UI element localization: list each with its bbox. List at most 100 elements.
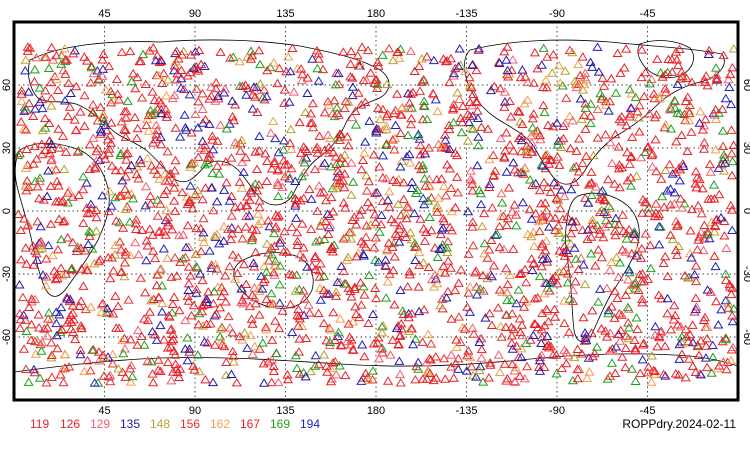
observation-triangle — [323, 289, 335, 298]
observation-triangle — [291, 213, 302, 222]
observation-triangle — [647, 149, 658, 158]
observation-triangle — [536, 332, 547, 341]
observation-triangle — [140, 181, 151, 191]
observation-triangle — [702, 322, 713, 331]
observation-triangle — [396, 318, 407, 328]
observation-triangle — [387, 135, 398, 144]
observation-triangle — [501, 55, 512, 64]
observation-triangle — [686, 204, 698, 214]
observation-triangle — [614, 336, 626, 345]
observation-triangle — [700, 114, 711, 124]
observation-triangle — [42, 331, 53, 340]
observation-triangle — [315, 188, 326, 197]
observation-triangle — [297, 219, 308, 228]
observation-triangle — [284, 138, 296, 147]
observation-triangle — [463, 249, 474, 258]
observation-triangle — [690, 293, 701, 302]
observation-triangle — [594, 194, 605, 203]
observation-triangle — [233, 252, 244, 262]
observation-triangle — [329, 95, 340, 105]
observation-triangle — [201, 319, 212, 328]
observation-triangle — [169, 65, 180, 75]
observation-triangle — [680, 324, 691, 334]
observation-triangle — [448, 373, 459, 382]
observation-triangle — [695, 369, 707, 379]
observation-triangle — [654, 239, 665, 249]
observation-triangle — [51, 50, 62, 60]
observation-triangle — [455, 264, 467, 274]
observation-triangle — [125, 334, 136, 344]
observation-triangle — [412, 131, 423, 140]
observation-triangle — [135, 56, 147, 65]
observation-triangle — [689, 269, 700, 279]
observation-triangle — [665, 324, 677, 334]
observation-triangle — [105, 370, 116, 380]
observation-triangle — [542, 182, 553, 192]
observation-triangle — [629, 227, 640, 236]
observation-triangle — [84, 164, 95, 173]
observation-triangle — [654, 93, 665, 103]
observation-triangle — [230, 137, 241, 147]
observation-triangle — [153, 365, 164, 374]
observation-triangle — [406, 103, 417, 112]
observation-triangle — [579, 327, 591, 337]
observation-triangle — [568, 285, 579, 295]
observation-triangle — [502, 65, 513, 75]
observation-triangle — [375, 114, 386, 124]
observation-triangle — [413, 306, 425, 316]
observation-triangle — [414, 86, 426, 95]
observation-triangle — [125, 46, 136, 56]
lon-tick-label-top: 45 — [98, 8, 110, 20]
observation-triangle — [434, 267, 446, 277]
observation-triangle — [97, 190, 108, 200]
observation-triangle — [572, 344, 583, 353]
observation-triangle — [392, 231, 403, 240]
observation-triangle — [667, 169, 678, 178]
observation-triangle — [633, 285, 644, 295]
observation-triangle — [70, 125, 82, 135]
observation-triangle — [609, 226, 621, 235]
observation-triangle — [568, 222, 579, 232]
observation-triangle — [587, 305, 598, 315]
observation-triangle — [566, 228, 577, 238]
observation-triangle — [327, 358, 339, 367]
observation-triangle — [569, 177, 580, 186]
observation-triangle — [325, 376, 337, 386]
observation-triangle — [617, 352, 628, 361]
observation-triangle — [726, 148, 737, 158]
observation-triangle — [351, 309, 362, 318]
observation-triangle — [168, 334, 179, 344]
observation-triangle — [526, 231, 537, 241]
observation-triangle — [473, 43, 485, 53]
observation-triangle — [404, 267, 415, 276]
observation-triangle — [28, 364, 40, 374]
observation-triangle — [332, 108, 343, 118]
observation-triangle — [220, 297, 231, 306]
observation-triangle — [376, 327, 388, 337]
observation-triangle — [181, 242, 192, 252]
observation-triangle — [407, 177, 418, 186]
observation-markers — [13, 42, 740, 387]
observation-triangle — [440, 142, 451, 152]
observation-triangle — [483, 373, 494, 382]
observation-triangle — [558, 247, 569, 256]
observation-triangle — [322, 367, 333, 376]
observation-triangle — [15, 314, 26, 324]
observation-triangle — [161, 205, 172, 215]
observation-triangle — [36, 139, 47, 148]
observation-triangle — [178, 84, 190, 94]
observation-triangle — [612, 293, 623, 302]
observation-triangle — [573, 166, 584, 176]
observation-triangle — [142, 355, 153, 365]
observation-triangle — [105, 273, 116, 283]
observation-triangle — [668, 315, 679, 324]
observation-triangle — [55, 263, 67, 272]
observation-triangle — [646, 350, 657, 360]
observation-triangle — [451, 342, 463, 351]
observation-triangle — [158, 243, 169, 253]
observation-triangle — [215, 120, 226, 129]
observation-triangle — [211, 309, 222, 318]
observation-triangle — [684, 115, 695, 125]
observation-triangle — [20, 55, 31, 64]
observation-triangle — [115, 165, 126, 175]
